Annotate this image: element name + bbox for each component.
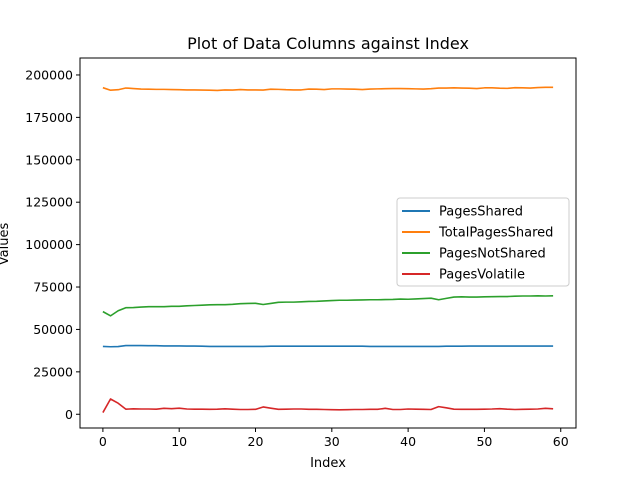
series-layer xyxy=(102,86,554,413)
y-axis-ticks: 0 25000 50000 75000 100000 125000 150000 175000… xyxy=(25,67,80,422)
chart-title: Plot of Data Columns against Index xyxy=(187,34,469,53)
legend-label: PagesVolatile xyxy=(439,268,525,283)
plot-frame xyxy=(79,57,577,429)
x-tick-label: 20 xyxy=(248,434,264,449)
y-tick-label: 150000 xyxy=(25,152,73,167)
x-tick-label: 10 xyxy=(171,434,187,449)
y-tick-label: 0 xyxy=(65,407,73,422)
x-tick-label: 50 xyxy=(476,434,492,449)
legend-box xyxy=(396,197,570,287)
y-tick-label: 25000 xyxy=(33,364,73,379)
y-axis-label: Values xyxy=(0,223,12,266)
y-tick-label: 175000 xyxy=(25,110,73,125)
y-tick-label: 100000 xyxy=(25,237,73,252)
y-tick-label: 125000 xyxy=(25,195,73,210)
series-line-pages-volatile xyxy=(102,398,554,413)
legend-label: PagesNotShared xyxy=(439,247,546,262)
x-tick-label: 0 xyxy=(99,434,107,449)
y-tick-label: 50000 xyxy=(33,322,73,337)
series-line-pages-not-shared xyxy=(102,295,554,317)
x-axis-label: Index xyxy=(310,456,346,471)
x-tick-label: 40 xyxy=(400,434,416,449)
y-tick-label: 75000 xyxy=(33,280,73,295)
legend-label: TotalPagesShared xyxy=(438,226,553,241)
x-tick-label: 60 xyxy=(553,434,569,449)
x-axis-ticks: 0 10 20 30 40 50 60 xyxy=(99,428,569,449)
series-line-pages-shared xyxy=(102,344,554,348)
y-tick-label: 200000 xyxy=(25,67,73,82)
series-line-total-pages-shared xyxy=(102,86,554,92)
legend-label: PagesShared xyxy=(439,205,523,220)
legend: PagesShared TotalPagesShared PagesNotShare… xyxy=(396,197,570,287)
x-tick-label: 30 xyxy=(324,434,340,449)
